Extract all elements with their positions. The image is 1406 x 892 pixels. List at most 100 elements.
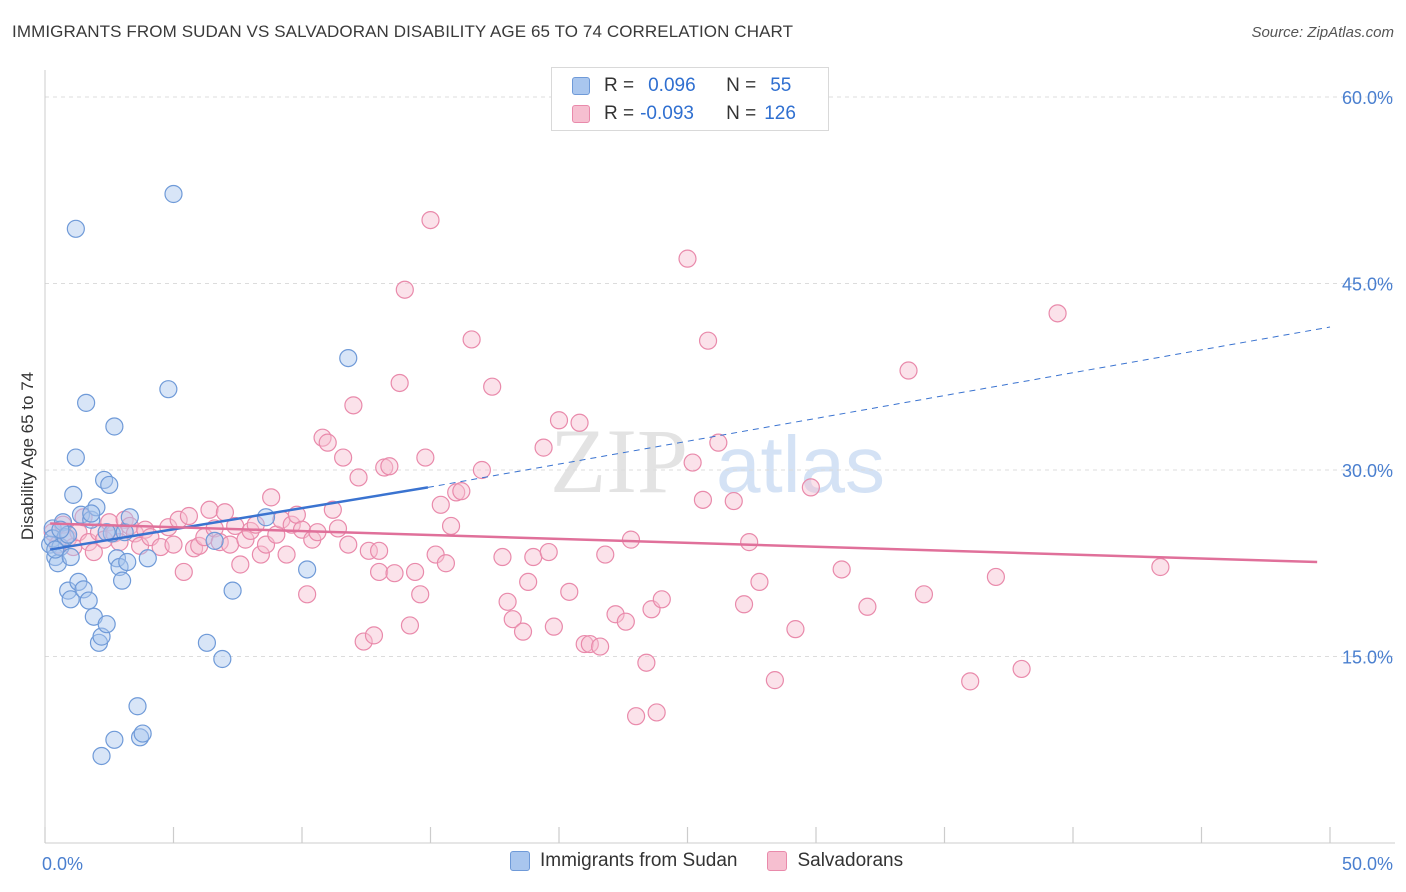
sudan-point xyxy=(79,591,98,610)
sudan-point xyxy=(100,475,119,495)
sudan-point xyxy=(120,508,139,527)
salvadorans-point xyxy=(621,530,641,549)
sudan-point xyxy=(128,697,147,716)
grid-lines xyxy=(45,96,1395,657)
salvadorans-point xyxy=(328,519,348,538)
sudan-point xyxy=(339,349,358,368)
sudan-point xyxy=(256,508,276,527)
salvadorans-point xyxy=(513,622,533,641)
x-tick-label: 0.0% xyxy=(42,854,83,874)
salvadorans-point xyxy=(709,433,728,452)
sudan-point xyxy=(138,549,157,568)
salvadorans-point xyxy=(698,331,718,350)
sudan-point xyxy=(213,649,232,669)
salvadorans-point xyxy=(801,478,820,497)
legend-r-value: -0.093 xyxy=(640,103,694,124)
salvadorans-point xyxy=(899,361,918,380)
salvadorans-point xyxy=(220,535,240,554)
salvadorans-point xyxy=(832,560,851,579)
legend-n-label: N = xyxy=(726,75,757,96)
salvadorans-point xyxy=(858,597,877,616)
salvadorans-point xyxy=(334,448,353,467)
salvadorans-point xyxy=(164,535,183,554)
salvadorans-point xyxy=(570,413,589,432)
sudan-point xyxy=(298,560,317,579)
sudan-point xyxy=(92,746,111,766)
salvadorans-point xyxy=(693,490,713,509)
sudan-trend-line xyxy=(49,486,429,551)
y-tick-label: 45.0% xyxy=(1342,275,1393,295)
salvadorans-point xyxy=(724,491,743,511)
salvadorans-point xyxy=(616,612,635,631)
watermark: ZIP atlas xyxy=(550,410,885,512)
y-tick-label: 30.0% xyxy=(1342,461,1393,481)
axes xyxy=(44,70,1395,844)
sudan-point xyxy=(97,615,116,634)
legend-swatch-salvadorans xyxy=(572,105,590,123)
source-label: Source: ZipAtlas.com xyxy=(1251,24,1394,41)
salvadorans-point xyxy=(318,433,337,452)
legend-swatch-salvadorans xyxy=(767,851,788,871)
salvadorans-point xyxy=(961,672,980,691)
legend-swatch-sudan xyxy=(572,77,590,95)
trend-lines xyxy=(49,326,1331,564)
salvadorans-point xyxy=(549,411,569,430)
y-axis-label: Disability Age 65 to 74 xyxy=(18,372,37,540)
sudan-point xyxy=(61,547,80,567)
salvadorans-point xyxy=(251,545,270,564)
sudan-point xyxy=(95,470,114,490)
watermark-atlas: atlas xyxy=(716,420,885,509)
sudan-point xyxy=(223,581,242,600)
salvadorans-point xyxy=(462,330,481,349)
salvadorans-point xyxy=(385,564,404,583)
salvadorans-point xyxy=(740,533,759,552)
salvadorans-point xyxy=(364,626,384,645)
salvadorans-point xyxy=(339,535,358,554)
salvadorans-point xyxy=(483,377,502,396)
sudan-point xyxy=(77,393,96,412)
salvadorans-point xyxy=(1151,557,1170,577)
salvadorans-point xyxy=(344,396,363,415)
legend-row-sudan: R = 0.096 N = 55 xyxy=(572,72,791,100)
sudan-point xyxy=(61,590,80,609)
salvadorans-point xyxy=(503,610,522,629)
salvadorans-point xyxy=(498,592,517,611)
sudan-point xyxy=(82,504,101,523)
salvadorans-point xyxy=(231,555,250,574)
salvadorans-point xyxy=(380,457,399,476)
series-legend: Immigrants from Sudan Salvadorans xyxy=(510,850,933,872)
salvadorans-point xyxy=(678,249,697,268)
legend-n-label: N = xyxy=(726,103,757,124)
salvadorans-point xyxy=(370,541,389,560)
watermark-zip: ZIP xyxy=(550,410,688,512)
salvadorans-point xyxy=(349,468,368,487)
salvadorans-point xyxy=(282,515,301,534)
legend-row-salvadorans: R = -0.093 N = 126 xyxy=(572,100,796,128)
sudan-points xyxy=(41,184,358,766)
salvadorans-point xyxy=(395,280,414,299)
salvadorans-point xyxy=(400,616,420,635)
sudan-point xyxy=(164,184,183,204)
salvadorans-point xyxy=(637,653,656,672)
salvadorans-point xyxy=(277,545,296,564)
chart-title: IMMIGRANTS FROM SUDAN VS SALVADORAN DISA… xyxy=(12,22,794,41)
salvadorans-point xyxy=(431,495,450,514)
sudan-trend-extension xyxy=(427,326,1331,488)
salvadorans-point xyxy=(411,585,430,604)
salvadorans-point xyxy=(560,582,579,601)
salvadorans-point xyxy=(323,500,342,519)
salvadorans-point xyxy=(416,448,435,467)
sudan-point xyxy=(197,633,217,652)
salvadorans-point xyxy=(734,595,754,614)
legend-n-value: 126 xyxy=(764,103,796,124)
sudan-point xyxy=(66,448,85,467)
salvadorans-point xyxy=(370,562,389,582)
salvadorans-point xyxy=(652,590,671,609)
salvadorans-point xyxy=(493,547,512,567)
salvadorans-point xyxy=(174,562,193,582)
legend-r-label: R = xyxy=(604,103,635,124)
legend-item-salvadorans: Salvadorans xyxy=(767,850,903,872)
correlation-legend: R = 0.096 N = 55 R = -0.093 N = 126 xyxy=(551,67,829,131)
salvadorans-point xyxy=(354,632,373,651)
